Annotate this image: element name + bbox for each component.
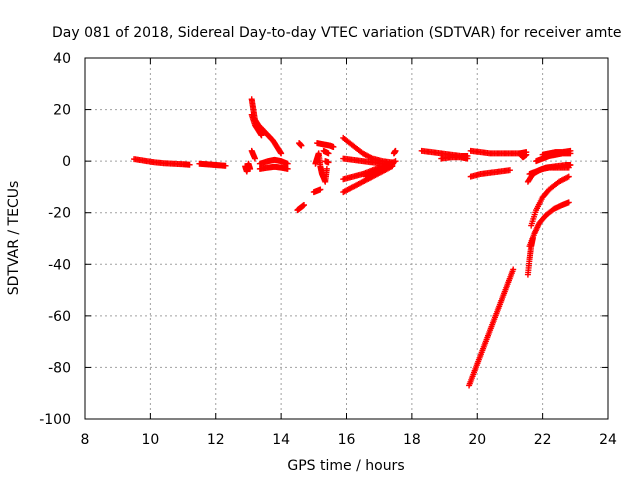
data-point: [284, 160, 291, 167]
series-arc-19: [340, 163, 396, 196]
data-points: [131, 96, 574, 389]
x-tick-label: 8: [81, 432, 90, 448]
series-arc-12: [314, 140, 337, 150]
grid: [85, 58, 608, 419]
data-point: [298, 142, 305, 149]
data-point: [247, 165, 254, 172]
series-arc-5: [248, 111, 265, 139]
series-arc-9: [296, 140, 305, 149]
x-tick-label: 12: [207, 432, 225, 448]
series-arc-27: [466, 266, 517, 389]
axis-ticks: 8 10 12 14 16 18 20 22 24 40 20 0 -20 -40 -60 -80 -100: [39, 51, 617, 448]
data-point: [186, 161, 193, 168]
series-arc-20: [363, 158, 399, 180]
data-point: [523, 151, 530, 158]
data-point: [565, 199, 572, 206]
x-tick-label: 20: [468, 432, 486, 448]
series-arc-15: [310, 186, 324, 196]
y-tick-label: 0: [62, 154, 71, 170]
data-point: [323, 165, 330, 172]
data-point: [317, 186, 324, 193]
y-tick-label: -60: [48, 309, 71, 325]
data-point: [325, 159, 332, 166]
y-tick-label: -80: [48, 360, 71, 376]
series-arc-25: [516, 150, 530, 161]
data-point: [565, 173, 572, 180]
y-tick-label: -20: [48, 206, 71, 222]
series-arc-6: [248, 147, 258, 162]
series-arc-7: [256, 156, 291, 167]
series-arc-14: [320, 147, 332, 157]
y-axis-label: SDTVAR / TECUs: [6, 181, 22, 296]
series-arc-29: [526, 199, 572, 250]
series-arc-8: [256, 163, 291, 172]
data-point: [392, 158, 399, 165]
series-arc-26: [467, 167, 513, 180]
y-tick-label: -40: [48, 257, 71, 273]
y-tick-label: -100: [39, 412, 71, 428]
data-point: [510, 266, 517, 273]
data-point: [330, 143, 337, 150]
data-point: [301, 201, 308, 208]
x-tick-label: 10: [141, 432, 159, 448]
x-tick-label: 18: [403, 432, 421, 448]
series-arc-1: [131, 156, 193, 168]
data-point: [325, 150, 332, 157]
data-point: [258, 132, 265, 139]
data-point: [222, 162, 229, 169]
series-arc-3: [242, 160, 254, 175]
series-arc-11: [312, 150, 330, 185]
series-arc-34: [539, 147, 574, 158]
series-arc-2: [196, 160, 229, 169]
x-tick-label: 14: [272, 432, 290, 448]
data-point: [251, 155, 258, 162]
series-arc-10: [294, 201, 308, 214]
x-tick-label: 16: [338, 432, 356, 448]
data-point: [392, 147, 399, 154]
x-tick-label: 24: [599, 432, 617, 448]
data-point: [278, 150, 285, 157]
chart-title: Day 081 of 2018, Sidereal Day-to-day VTE…: [52, 25, 622, 41]
y-tick-label: 20: [53, 103, 71, 119]
data-point: [565, 164, 572, 171]
series-arc-23: [438, 154, 471, 162]
data-point: [506, 167, 513, 174]
series-arc-30: [528, 173, 572, 229]
data-point: [284, 165, 291, 172]
y-tick-label: 40: [53, 51, 71, 67]
series-arc-13: [322, 158, 332, 166]
x-tick-label: 22: [534, 432, 552, 448]
data-point: [567, 147, 574, 154]
series-arc-32: [526, 164, 572, 178]
x-axis-label: GPS time / hours: [287, 458, 404, 474]
series-arc-21: [390, 147, 399, 157]
data-point: [464, 155, 471, 162]
